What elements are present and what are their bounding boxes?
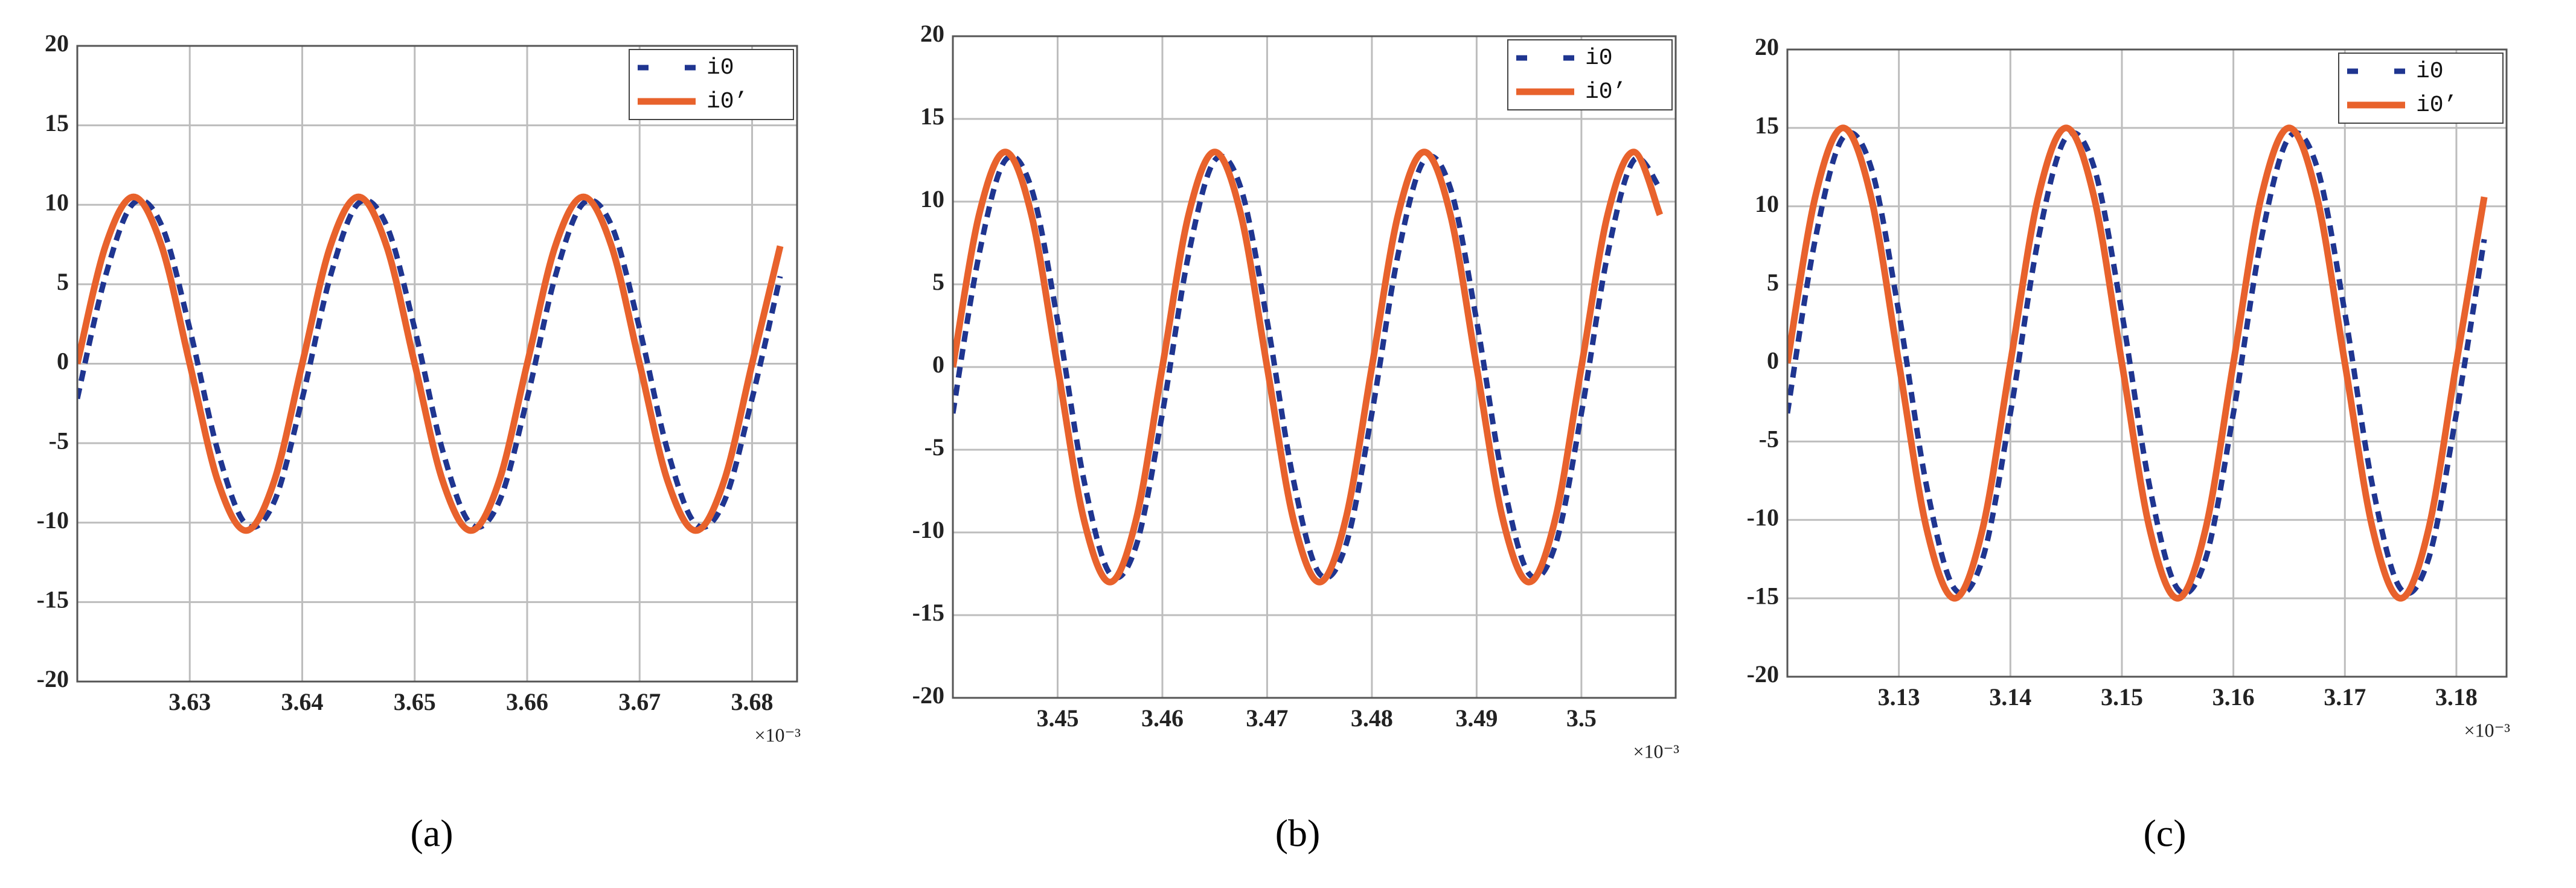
data-line: [953, 153, 1662, 581]
x-tick-label: 3.48: [1351, 704, 1393, 732]
y-tick-label: -5: [49, 427, 69, 454]
y-tick-label: -15: [912, 599, 944, 626]
x-tick-label: 3.63: [168, 688, 211, 715]
y-tick-label: 15: [1755, 112, 1779, 139]
legend-label: i0’: [706, 89, 748, 115]
y-tick-label: -20: [1747, 660, 1779, 688]
x-tick-label: 3.65: [394, 688, 436, 715]
x-tick-label: 3.5: [1566, 704, 1597, 732]
x-tick-label: 3.64: [281, 688, 324, 715]
y-tick-label: 20: [920, 20, 944, 47]
y-tick-label: 20: [1755, 33, 1779, 60]
y-tick-label: 20: [45, 30, 69, 57]
data-line: [77, 197, 783, 530]
axis-multiplier: ×10⁻³: [1633, 740, 1679, 762]
y-tick-label: 5: [932, 268, 944, 295]
legend-label: i0: [2416, 59, 2444, 85]
y-tick-label: 10: [1755, 190, 1779, 217]
legend-label: i0: [706, 55, 734, 81]
x-tick-label: 3.15: [2101, 683, 2143, 711]
axis-multiplier: ×10⁻³: [2464, 719, 2510, 741]
data-line: [953, 149, 1664, 586]
y-tick-label: -5: [924, 433, 944, 461]
chart-panel: -20 -15 -10 -5 0 5 10 15 20 3.45 3.46 3.47 3.48 3.49 3…: [912, 20, 1679, 855]
y-tick-label: -20: [37, 665, 69, 692]
y-tick-label: 10: [45, 188, 69, 216]
plot-frame: [952, 35, 1677, 699]
y-tick-label: -15: [37, 586, 69, 613]
chart-panel: -20 -15 -10 -5 0 5 10 15 20 3.13 3.14 3.15 3.16 3.17 3…: [1747, 33, 2510, 855]
data-line: [77, 193, 784, 534]
legend-box: [1507, 39, 1673, 110]
x-tick-label: 3.16: [2212, 683, 2255, 711]
y-tick-label: -15: [1747, 582, 1779, 609]
chart-panel: -20 -15 -10 -5 0 5 10 15 20 3.63 3.64 3.65 3.66 3.67 3…: [37, 30, 801, 855]
x-tick-label: 3.47: [1246, 704, 1288, 732]
y-tick-label: 15: [920, 103, 944, 130]
panel-label: (a): [410, 812, 453, 855]
x-tick-label: 3.67: [618, 688, 661, 715]
legend-box: [2338, 53, 2504, 124]
x-tick-label: 3.66: [506, 688, 548, 715]
panel-label: (c): [2143, 812, 2186, 855]
y-tick-label: -20: [912, 682, 944, 709]
legend-box: [629, 49, 794, 120]
panel-label: (b): [1275, 812, 1321, 855]
y-tick-label: 5: [1767, 269, 1779, 296]
x-tick-label: 3.13: [1878, 683, 1920, 711]
data-line: [1787, 130, 2487, 596]
y-tick-label: -10: [912, 516, 944, 543]
x-tick-label: 3.45: [1036, 704, 1078, 732]
y-tick-label: -10: [37, 506, 69, 534]
y-tick-label: 0: [932, 351, 944, 378]
y-tick-label: 5: [57, 268, 69, 295]
x-tick-label: 3.49: [1455, 704, 1498, 732]
x-tick-label: 3.46: [1141, 704, 1184, 732]
y-tick-label: -5: [1759, 426, 1779, 453]
y-tick-label: 15: [45, 109, 69, 136]
y-tick-label: 0: [1767, 347, 1779, 374]
y-tick-label: 0: [57, 348, 69, 375]
x-tick-label: 3.14: [1989, 683, 2031, 711]
y-tick-label: -10: [1747, 503, 1779, 531]
x-tick-label: 3.17: [2324, 683, 2366, 711]
x-tick-label: 3.18: [2435, 683, 2478, 711]
legend-label: i0’: [1585, 79, 1626, 105]
data-line: [1787, 124, 2488, 602]
x-tick-label: 3.68: [731, 688, 774, 715]
plot-frame: [1786, 48, 2508, 678]
axis-multiplier: ×10⁻³: [754, 724, 801, 746]
legend-label: i0’: [2416, 92, 2457, 118]
plot-frame: [76, 45, 798, 683]
y-tick-label: 10: [920, 185, 944, 212]
legend-label: i0: [1585, 45, 1613, 71]
